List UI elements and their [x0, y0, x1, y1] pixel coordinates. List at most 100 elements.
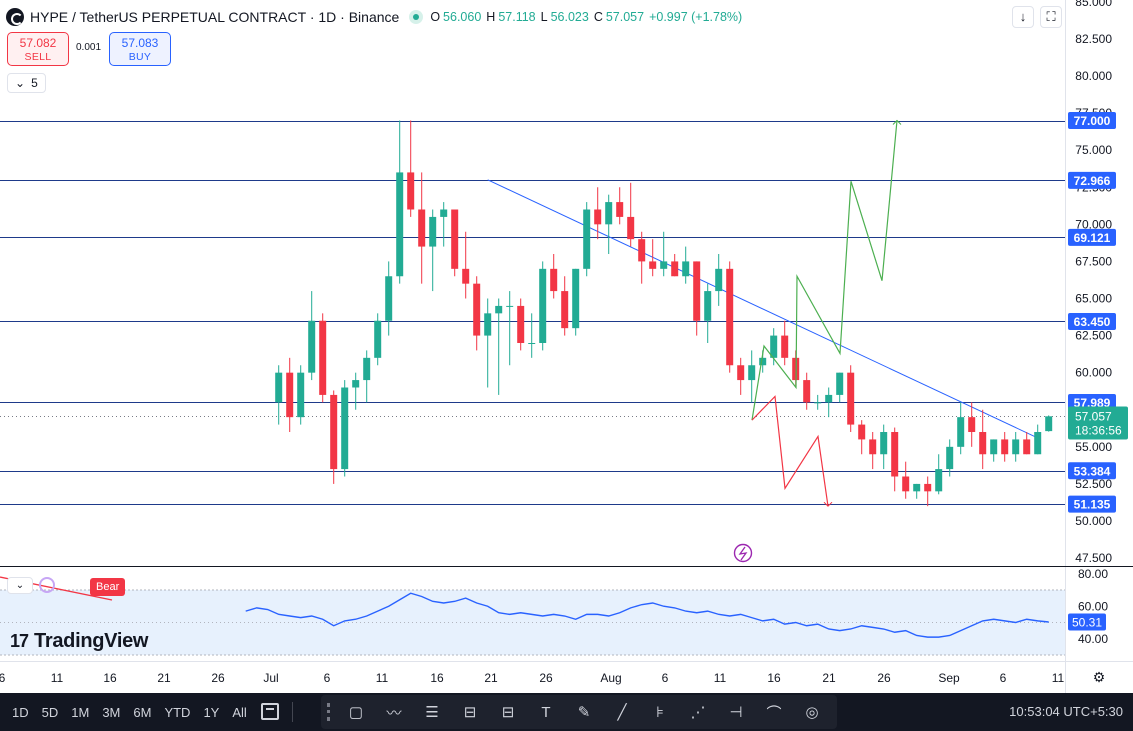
candle-down	[594, 187, 602, 240]
candle-body	[891, 432, 899, 477]
fib-channel-icon[interactable]: ⊧	[656, 704, 664, 721]
measure-icon[interactable]: ⌒	[766, 704, 782, 722]
range-ytd[interactable]: YTD	[164, 704, 191, 720]
candle-up	[1012, 432, 1020, 462]
candle-up	[495, 298, 503, 395]
indicator-toggle[interactable]: ⌄ 5	[7, 73, 46, 93]
long-position-icon[interactable]: ⊟	[463, 704, 477, 721]
candle-down	[451, 209, 459, 277]
candle-down	[1001, 432, 1009, 462]
bearish-arrowhead	[823, 501, 833, 507]
rectangle-icon[interactable]: ▢	[348, 704, 364, 721]
bear-divergence-tag: Bear	[90, 578, 126, 596]
candle-body	[638, 239, 646, 262]
ohlc-open-value: 56.060	[443, 10, 482, 24]
eye-icon[interactable]: ◎	[805, 704, 819, 721]
pitchfork-icon[interactable]: ⋰	[690, 704, 706, 721]
candle-body	[671, 261, 679, 277]
candle-body	[495, 305, 503, 314]
time-tick-label: 6	[324, 671, 331, 685]
download-icon[interactable]: ↓	[1012, 6, 1034, 28]
fullscreen-icon[interactable]: ⛶	[1040, 6, 1062, 28]
price-tick-label: 75.000	[1075, 143, 1112, 157]
time-tick-label: 6	[0, 671, 6, 685]
rsi-axis: 40.00 60.00 80.00	[1078, 567, 1108, 646]
ohlc-high-label: H	[486, 10, 496, 24]
range-6m[interactable]: 6M	[133, 704, 152, 720]
ruler-icon[interactable]: ⊣	[729, 704, 743, 721]
buy-price: 57.083	[121, 36, 159, 50]
candle-body	[616, 202, 624, 217]
candle-body	[737, 365, 745, 381]
range-all[interactable]: All	[232, 704, 247, 720]
collapse-pane-button[interactable]: ⌄	[7, 576, 33, 594]
candle-down	[858, 420, 866, 455]
candle-up	[308, 291, 316, 381]
candle-body	[517, 305, 525, 343]
text-icon[interactable]: T	[541, 703, 551, 721]
tradingview-logo[interactable]: 17 TradingView	[10, 630, 148, 653]
range-1d[interactable]: 1D	[12, 704, 29, 720]
buy-button[interactable]: 57.083 BUY	[109, 32, 171, 66]
candle-up	[528, 313, 536, 358]
lightning-bolt	[738, 546, 748, 561]
clock-timezone[interactable]: 10:53:04 UTC+5:30	[1009, 704, 1123, 719]
candle-down	[517, 298, 525, 351]
brush-icon[interactable]: ✎	[577, 704, 591, 721]
candle-up	[990, 439, 998, 462]
ohlc-close-value: 57.057	[605, 10, 645, 24]
range-5d[interactable]: 5D	[41, 704, 59, 720]
candle-body	[308, 320, 316, 373]
candle-down	[979, 409, 987, 470]
candle-up	[660, 231, 668, 277]
calendar-icon[interactable]	[261, 703, 279, 720]
candle-up	[682, 246, 690, 284]
time-tick-label: 16	[430, 671, 444, 685]
candle-up	[583, 202, 591, 277]
candle-body	[539, 268, 547, 343]
range-1m[interactable]: 1M	[71, 704, 90, 720]
ohlc-high-value: 57.118	[498, 10, 536, 24]
candle-body	[385, 276, 393, 321]
last-price-bg	[1068, 406, 1128, 440]
range-3m[interactable]: 3M	[102, 704, 121, 720]
candle-down	[924, 476, 932, 507]
candle-up	[935, 454, 943, 495]
drag-handle-icon[interactable]	[327, 703, 337, 721]
candle-body	[682, 261, 690, 277]
candle-body	[924, 483, 932, 492]
time-tick-label: 11	[51, 671, 64, 685]
ray-icon[interactable]: ╱	[617, 704, 627, 721]
candle-up	[374, 313, 382, 366]
ohlc-low-label: L	[540, 10, 548, 24]
fib-retracement-icon[interactable]: ☰	[425, 704, 439, 721]
candle-down	[671, 254, 679, 277]
symbol-title[interactable]: HYPE / TetherUS PERPETUAL CONTRACT · 1D …	[30, 9, 400, 25]
spread-value: 0.001	[76, 42, 102, 53]
time-tick-label: 6	[1000, 671, 1007, 685]
time-tick-label: 21	[822, 671, 836, 685]
time-tick-label: 11	[714, 671, 727, 685]
time-axis: 6 11 16 21 26 Jul 6 11 16 21 26 Aug 6 11 16 21 26 Sep 6 11	[0, 671, 1065, 685]
candle-body	[429, 216, 437, 247]
range-1y[interactable]: 1Y	[203, 704, 220, 720]
candle-up	[715, 254, 723, 306]
rsi-tick-label: 80.00	[1078, 567, 1108, 581]
horizontal-levels	[0, 121, 1065, 505]
bottom-toolbar: 1D 5D 1M 3M 6M YTD 1Y All ▢ 〰 ☰ ⊟ ⊟ T ✎ …	[0, 693, 1133, 731]
candle-down	[693, 261, 701, 336]
short-position-icon[interactable]: ⊟	[501, 704, 515, 721]
candle-body	[693, 261, 701, 321]
time-tick-label: 6	[662, 671, 669, 685]
price-tick-label: 60.000	[1075, 366, 1112, 380]
candle-body	[550, 268, 558, 292]
candle-body	[319, 320, 327, 395]
time-tick-label: 21	[157, 671, 171, 685]
path-icon[interactable]: 〰	[386, 704, 402, 722]
sell-button[interactable]: 57.082 SELL	[7, 32, 69, 66]
candle-down	[473, 276, 481, 351]
level-label-bg	[1068, 462, 1116, 480]
gear-icon[interactable]: ⚙	[1092, 669, 1106, 685]
bullish-arrowhead	[892, 119, 902, 125]
